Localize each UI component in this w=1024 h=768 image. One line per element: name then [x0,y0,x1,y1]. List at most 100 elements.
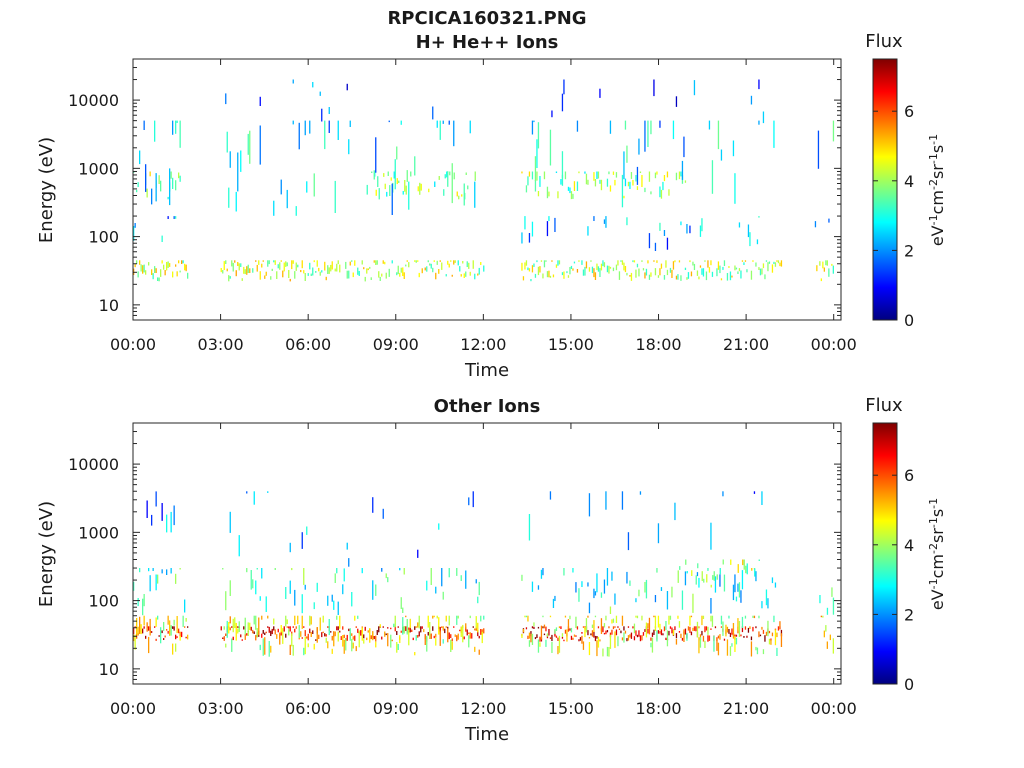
flux-mark [552,274,555,278]
flux-mark [306,636,308,639]
flux-mark [666,591,669,610]
flux-mark [626,638,628,642]
flux-mark [641,615,643,621]
flux-mark [430,633,432,639]
flux-mark [337,260,339,265]
flux-mark [352,642,354,649]
flux-mark [289,644,291,655]
flux-mark [315,271,317,273]
flux-mark [345,638,347,651]
flux-mark [602,626,604,633]
flux-mark [319,617,321,631]
flux-mark [569,615,571,620]
flux-mark [746,269,748,273]
flux-mark [166,262,168,271]
flux-mark [346,542,348,550]
flux-mark [382,508,384,519]
flux-mark [465,626,467,632]
flux-mark [358,630,360,648]
flux-mark [593,172,595,181]
panel-other-ions: Other Ions 00:00 03:00 06:00 09:00 12:00 15:0… [36,395,947,745]
flux-mark [543,624,546,629]
flux-mark [638,138,640,155]
flux-mark [719,574,721,587]
flux-mark [298,122,300,150]
flux-mark [728,266,730,268]
flux-mark [252,579,254,589]
flux-mark [597,266,600,272]
flux-mark [697,563,699,569]
flux-mark [549,615,552,618]
flux-mark [746,563,748,575]
colorbar [872,58,898,321]
flux-mark [330,264,332,272]
flux-mark [767,598,769,609]
flux-mark [313,260,315,263]
flux-mark [681,637,684,641]
flux-mark [603,219,606,224]
flux-mark [449,171,451,176]
flux-mark [737,618,739,631]
colorbar-units: eV-1cm-2sr-1s-1 [927,134,947,246]
flux-mark [140,264,142,272]
flux-mark [590,260,592,262]
flux-mark [319,91,321,96]
flux-mark [561,151,564,179]
flux-mark [677,615,679,619]
flux-mark [396,178,398,185]
flux-mark [137,271,139,278]
flux-mark [534,156,537,182]
flux-mark [740,634,742,637]
flux-mark [820,615,822,618]
flux-mark [475,579,477,584]
flux-mark [414,652,416,656]
flux-mark [446,171,448,178]
flux-mark [237,152,239,192]
flux-mark [641,175,643,187]
flux-mark [234,617,236,629]
flux-mark [146,188,148,198]
flux-mark [686,571,688,574]
colorbar-title: Flux [865,31,903,52]
flux-mark [674,260,676,263]
flux-mark [750,95,753,105]
flux-mark [596,171,598,179]
flux-mark [176,636,178,638]
flux-mark [540,625,543,640]
flux-mark [404,180,406,192]
flux-mark [566,629,568,642]
flux-mark [411,629,413,632]
flux-mark [831,263,833,266]
flux-mark [288,629,290,636]
flux-mark [453,120,455,147]
flux-mark [246,491,248,494]
flux-mark [701,571,703,581]
flux-mark [635,269,637,278]
flux-mark [722,621,724,636]
flux-mark [258,260,260,265]
flux-mark [696,621,699,638]
flux-mark [139,150,141,165]
flux-mark [322,615,324,623]
flux-mark [301,637,303,639]
flux-mark [531,626,534,629]
plot-frame [132,58,842,321]
flux-mark [421,626,423,629]
flux-mark [225,643,227,648]
flux-mark [692,261,694,266]
panel-title: Other Ions [434,396,541,417]
flux-mark [363,267,365,270]
flux-mark [268,641,270,657]
flux-mark [528,514,531,541]
y-tick-label: 100 [88,592,119,611]
flux-mark [288,270,290,278]
flux-mark [252,268,254,273]
flux-mark [599,268,601,277]
flux-mark [366,637,368,641]
flux-mark [679,566,681,570]
flux-mark [139,260,141,265]
flux-mark [540,260,543,262]
flux-mark [629,580,631,586]
flux-mark [539,642,541,647]
